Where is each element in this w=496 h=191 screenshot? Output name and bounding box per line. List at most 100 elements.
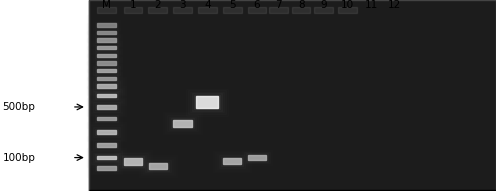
- Bar: [97, 31, 116, 34]
- Bar: [87, 159, 126, 177]
- Bar: [269, 7, 288, 13]
- Text: 3: 3: [179, 0, 186, 10]
- Bar: [124, 7, 142, 13]
- Bar: [93, 163, 120, 173]
- Bar: [116, 152, 150, 171]
- Bar: [163, 112, 202, 134]
- Bar: [89, 0, 496, 191]
- Bar: [95, 115, 118, 122]
- Bar: [91, 26, 122, 39]
- Bar: [87, 46, 126, 65]
- Bar: [97, 61, 116, 65]
- Bar: [87, 61, 126, 80]
- Bar: [223, 7, 242, 13]
- Bar: [246, 153, 268, 162]
- Bar: [95, 83, 118, 89]
- Bar: [171, 118, 194, 128]
- Bar: [89, 0, 496, 191]
- Bar: [95, 129, 118, 135]
- Bar: [97, 94, 116, 97]
- Bar: [194, 95, 220, 109]
- Bar: [223, 158, 241, 164]
- Bar: [95, 75, 118, 82]
- Bar: [118, 153, 148, 170]
- Text: 1: 1: [129, 0, 136, 10]
- Bar: [173, 120, 192, 127]
- Bar: [242, 150, 272, 165]
- Text: 11: 11: [365, 0, 377, 10]
- Bar: [93, 127, 120, 137]
- Text: 6: 6: [253, 0, 260, 10]
- Bar: [165, 113, 200, 133]
- Bar: [87, 77, 126, 95]
- Bar: [215, 152, 249, 171]
- Bar: [93, 43, 120, 53]
- Bar: [97, 38, 116, 42]
- Text: 2: 2: [154, 0, 161, 10]
- Bar: [87, 23, 126, 42]
- Bar: [91, 64, 122, 77]
- Bar: [93, 74, 120, 83]
- Bar: [93, 66, 120, 75]
- Bar: [93, 81, 120, 91]
- Bar: [198, 7, 217, 13]
- Bar: [87, 122, 126, 141]
- Bar: [87, 38, 126, 57]
- Bar: [91, 89, 122, 102]
- Bar: [95, 142, 118, 148]
- Bar: [89, 32, 124, 48]
- Bar: [97, 46, 116, 49]
- Text: 7: 7: [275, 0, 282, 10]
- Text: 9: 9: [320, 0, 327, 10]
- Bar: [91, 72, 122, 85]
- Bar: [97, 166, 116, 170]
- Bar: [87, 148, 126, 167]
- Bar: [114, 150, 152, 173]
- Bar: [221, 157, 243, 166]
- Bar: [93, 102, 120, 112]
- Bar: [93, 35, 120, 45]
- Bar: [91, 80, 122, 92]
- Bar: [97, 69, 116, 72]
- Bar: [89, 63, 124, 79]
- Bar: [89, 150, 124, 165]
- Bar: [93, 114, 120, 123]
- Bar: [141, 157, 175, 175]
- Bar: [95, 37, 118, 43]
- Bar: [89, 70, 124, 86]
- Bar: [244, 152, 270, 163]
- Bar: [93, 58, 120, 68]
- Bar: [188, 90, 226, 114]
- Bar: [89, 17, 124, 33]
- Bar: [93, 51, 120, 60]
- Bar: [91, 162, 122, 174]
- Bar: [97, 77, 116, 80]
- Bar: [147, 162, 169, 171]
- Bar: [97, 84, 116, 88]
- Bar: [95, 165, 118, 171]
- Bar: [87, 86, 126, 105]
- Bar: [217, 154, 247, 169]
- Bar: [95, 29, 118, 36]
- Bar: [192, 93, 222, 111]
- Bar: [95, 104, 118, 110]
- Text: 12: 12: [388, 0, 401, 10]
- Bar: [143, 159, 173, 174]
- Bar: [89, 137, 124, 153]
- Bar: [95, 22, 118, 28]
- Bar: [95, 154, 118, 161]
- Bar: [314, 7, 333, 13]
- Bar: [87, 54, 126, 72]
- Bar: [87, 69, 126, 88]
- Bar: [89, 160, 124, 176]
- Bar: [97, 117, 116, 120]
- Bar: [338, 7, 357, 13]
- Bar: [167, 115, 198, 131]
- Bar: [139, 155, 177, 177]
- Bar: [91, 101, 122, 113]
- Bar: [148, 7, 167, 13]
- Bar: [95, 92, 118, 99]
- Bar: [89, 25, 124, 40]
- Bar: [87, 15, 126, 34]
- Bar: [95, 67, 118, 74]
